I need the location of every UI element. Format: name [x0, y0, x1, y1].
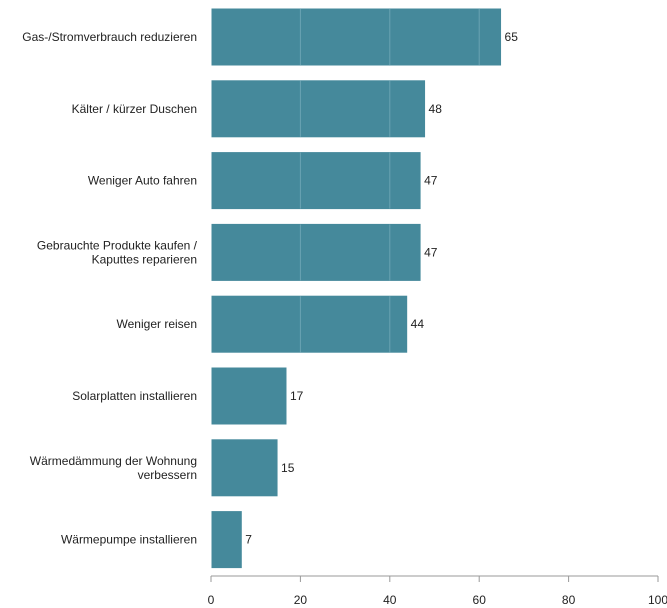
category-label: Wärmedämmung der Wohnung — [30, 454, 197, 468]
bar — [210, 294, 409, 354]
category-labels: Gas-/Stromverbrauch reduzieren Kälter / k… — [22, 30, 197, 547]
value-label: 65 — [505, 30, 519, 44]
value-label: 15 — [281, 461, 295, 475]
bar — [210, 151, 422, 211]
x-tick-label: 40 — [383, 593, 397, 607]
category-label: verbessern — [138, 468, 197, 482]
category-label: Kälter / kürzer Duschen — [72, 102, 197, 116]
bar — [210, 222, 422, 282]
value-label: 47 — [424, 245, 438, 259]
value-label: 48 — [429, 102, 443, 116]
value-label: 17 — [290, 389, 304, 403]
x-tick-label: 80 — [562, 593, 576, 607]
x-tick-label: 0 — [208, 593, 215, 607]
value-labels: 65 48 47 47 44 17 15 7 — [245, 30, 518, 547]
x-tick-label: 60 — [473, 593, 487, 607]
bars — [210, 7, 503, 570]
x-axis: 0 20 40 60 80 100 — [208, 575, 667, 607]
value-label: 44 — [411, 317, 425, 331]
category-label: Solarplatten installieren — [72, 389, 197, 403]
category-label: Kaputtes reparieren — [92, 252, 197, 266]
bar — [210, 7, 503, 67]
category-label: Gebrauchte Produkte kaufen / — [37, 238, 198, 252]
bar — [210, 366, 288, 426]
grid-lines-over-bars — [299, 9, 480, 353]
category-label: Weniger Auto fahren — [88, 174, 197, 188]
bar — [210, 510, 243, 570]
category-label: Wärmepumpe installieren — [61, 533, 197, 547]
value-label: 47 — [424, 174, 438, 188]
bar — [210, 438, 279, 498]
bar — [210, 79, 427, 139]
x-tick-label: 20 — [294, 593, 308, 607]
category-label: Weniger reisen — [117, 317, 197, 331]
category-label: Gas-/Stromverbrauch reduzieren — [22, 30, 197, 44]
x-tick-label: 100 — [648, 593, 667, 607]
value-label: 7 — [245, 533, 252, 547]
